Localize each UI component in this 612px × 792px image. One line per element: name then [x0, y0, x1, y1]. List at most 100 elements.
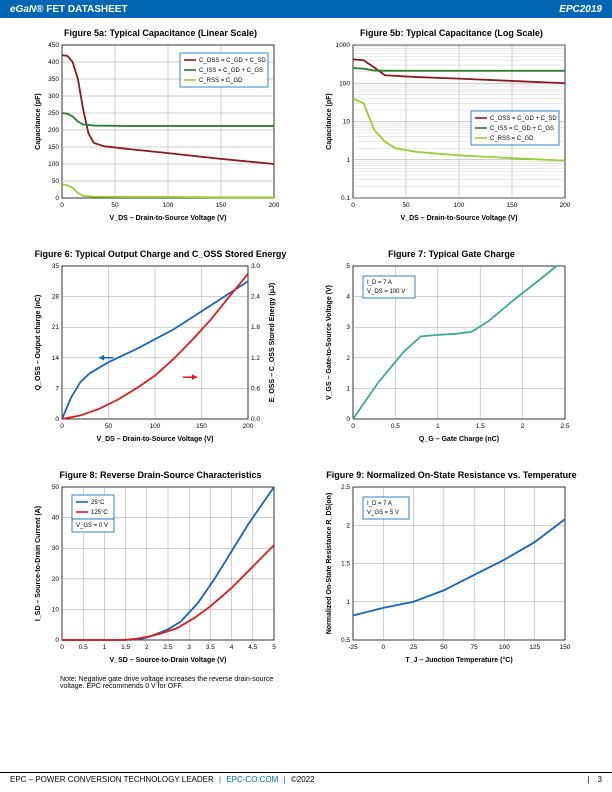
svg-text:0: 0: [55, 195, 59, 202]
svg-text:I_D = 7 A: I_D = 7 A: [367, 280, 392, 286]
svg-text:Q_G – Gate Charge (nC): Q_G – Gate Charge (nC): [419, 436, 499, 443]
svg-text:1.2: 1.2: [251, 355, 260, 362]
fig5b-chart: 0501001502000.11101001000V_DS – Drain-to…: [321, 41, 571, 226]
svg-text:1: 1: [436, 423, 440, 430]
svg-text:1: 1: [346, 157, 350, 164]
svg-text:150: 150: [507, 202, 518, 209]
svg-text:T_J – Junction Temperature (°C: T_J – Junction Temperature (°C): [405, 656, 512, 664]
svg-text:50: 50: [105, 423, 113, 430]
svg-text:1000: 1000: [336, 42, 351, 49]
svg-text:4: 4: [346, 294, 350, 301]
svg-text:5: 5: [272, 644, 276, 651]
fig5b-title: Figure 5b: Typical Capacitance (Log Scal…: [321, 28, 582, 38]
svg-text:Normalized On-State Resistance: Normalized On-State Resistance R_DS(on): [326, 493, 333, 635]
svg-text:2.5: 2.5: [341, 484, 350, 491]
page-footer: EPC – POWER CONVERSION TECHNOLOGY LEADER…: [0, 772, 612, 784]
svg-text:450: 450: [48, 42, 59, 49]
footer-page: 3: [598, 775, 602, 784]
svg-text:100: 100: [150, 423, 161, 430]
svg-text:4: 4: [230, 644, 234, 651]
fig7-container: Figure 7: Typical Gate Charge 00.511.522…: [321, 249, 582, 452]
svg-text:V_GS = 0 V: V_GS = 0 V: [76, 523, 108, 529]
svg-text:28: 28: [52, 294, 60, 301]
header-prefix: eGaN: [10, 4, 36, 15]
svg-text:150: 150: [560, 644, 571, 651]
svg-text:100: 100: [499, 644, 510, 651]
fig5a-container: Figure 5a: Typical Capacitance (Linear S…: [30, 28, 291, 231]
footer-copyright: ©2022: [291, 775, 315, 784]
svg-text:E_OSS – C_OSS Stored Energy (μ: E_OSS – C_OSS Stored Energy (μJ): [269, 283, 276, 402]
footer-company: EPC – POWER CONVERSION TECHNOLOGY LEADER: [10, 775, 214, 784]
svg-text:0.6: 0.6: [251, 385, 260, 392]
svg-text:150: 150: [48, 144, 59, 151]
svg-text:50: 50: [52, 178, 60, 185]
svg-text:14: 14: [52, 355, 60, 362]
svg-text:2: 2: [145, 644, 149, 651]
svg-text:V_GS = 5 V: V_GS = 5 V: [367, 510, 399, 516]
svg-text:20: 20: [52, 576, 60, 583]
svg-text:0: 0: [60, 423, 64, 430]
svg-text:300: 300: [48, 93, 59, 100]
chart-grid: Figure 5a: Typical Capacitance (Linear S…: [30, 28, 582, 690]
svg-text:50: 50: [440, 644, 448, 651]
svg-text:C_OSS = C_GD + C_SD: C_OSS = C_GD + C_SD: [199, 58, 266, 64]
svg-text:3: 3: [346, 324, 350, 331]
svg-text:200: 200: [48, 127, 59, 134]
svg-text:0.0: 0.0: [251, 416, 260, 423]
svg-text:I_D = 7 A: I_D = 7 A: [367, 501, 392, 507]
svg-text:100: 100: [454, 202, 465, 209]
svg-text:200: 200: [560, 202, 571, 209]
svg-text:-25: -25: [348, 644, 358, 651]
svg-text:7: 7: [55, 385, 59, 392]
fig9-title: Figure 9: Normalized On-State Resistance…: [321, 470, 582, 480]
svg-text:1: 1: [103, 644, 107, 651]
svg-text:1.8: 1.8: [251, 324, 260, 331]
svg-text:1.5: 1.5: [121, 644, 130, 651]
svg-text:50: 50: [52, 484, 60, 491]
svg-text:0: 0: [55, 416, 59, 423]
content-area: Figure 5a: Typical Capacitance (Linear S…: [0, 18, 612, 700]
svg-text:100: 100: [48, 161, 59, 168]
svg-text:1.5: 1.5: [476, 423, 485, 430]
svg-text:3: 3: [187, 644, 191, 651]
svg-text:0.1: 0.1: [341, 195, 350, 202]
svg-text:0: 0: [346, 416, 350, 423]
footer-sep1: |: [219, 775, 221, 784]
fig8-note: Note: Negative gate drive voltage increa…: [30, 676, 291, 690]
svg-text:V_DS – Drain-to-Source Voltage: V_DS – Drain-to-Source Voltage (V): [97, 436, 214, 443]
svg-text:25°C: 25°C: [91, 500, 105, 506]
fig5b-container: Figure 5b: Typical Capacitance (Log Scal…: [321, 28, 582, 231]
svg-text:100: 100: [163, 202, 174, 209]
svg-text:125°C: 125°C: [91, 510, 108, 516]
svg-text:C_RSS = C_GD: C_RSS = C_GD: [199, 78, 243, 84]
svg-text:I_SD – Source-to-Drain Current: I_SD – Source-to-Drain Current (A): [35, 506, 42, 621]
svg-text:3.5: 3.5: [206, 644, 215, 651]
svg-text:C_ISS = C_GD + C_GS: C_ISS = C_GD + C_GS: [199, 68, 263, 74]
svg-text:200: 200: [269, 202, 280, 209]
footer-sep3: |: [587, 775, 589, 784]
header-part: EPC2019: [559, 4, 602, 15]
svg-text:30: 30: [52, 545, 60, 552]
svg-text:5: 5: [346, 263, 350, 270]
svg-text:1: 1: [346, 385, 350, 392]
svg-text:1: 1: [346, 599, 350, 606]
fig7-title: Figure 7: Typical Gate Charge: [321, 249, 582, 259]
footer-right: | 3: [587, 775, 602, 784]
fig8-chart: 00.511.522.533.544.5501020304050V_SD – S…: [30, 483, 280, 668]
svg-text:2: 2: [346, 522, 350, 529]
svg-text:2.5: 2.5: [163, 644, 172, 651]
svg-text:25: 25: [410, 644, 418, 651]
header-title: eGaN® FET DATASHEET: [10, 4, 128, 15]
svg-text:2: 2: [346, 355, 350, 362]
fig8-container: Figure 8: Reverse Drain-Source Character…: [30, 470, 291, 690]
svg-text:3.0: 3.0: [251, 263, 260, 270]
svg-text:V_DS = 100 V: V_DS = 100 V: [367, 289, 405, 295]
fig9-container: Figure 9: Normalized On-State Resistance…: [321, 470, 582, 690]
svg-text:200: 200: [243, 423, 254, 430]
header-suffix: ® FET DATASHEET: [36, 4, 127, 15]
svg-text:150: 150: [216, 202, 227, 209]
svg-text:0.5: 0.5: [79, 644, 88, 651]
svg-text:400: 400: [48, 59, 59, 66]
svg-text:V_DS – Drain-to-Source Voltage: V_DS – Drain-to-Source Voltage (V): [401, 215, 518, 222]
svg-text:10: 10: [52, 606, 60, 613]
